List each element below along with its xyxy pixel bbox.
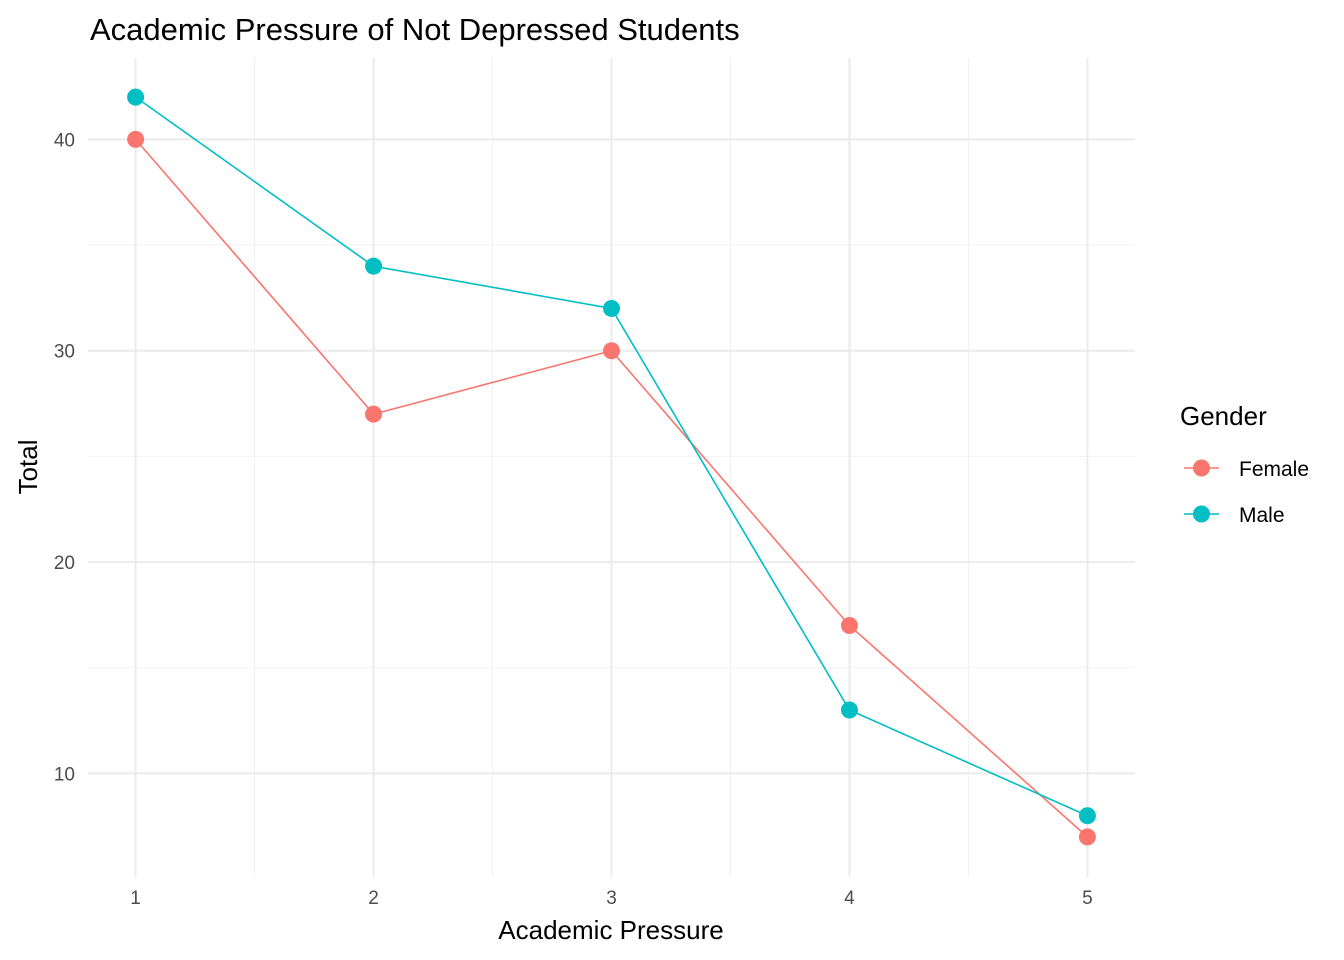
x-axis-title: Academic Pressure <box>498 915 723 945</box>
legend-item-male: Male <box>1184 504 1285 527</box>
data-point-male <box>1078 807 1096 825</box>
legend-items: Female Male <box>1184 458 1309 527</box>
series-layer <box>127 88 1096 846</box>
chart-title: Academic Pressure of Not Depressed Stude… <box>90 12 740 47</box>
y-axis-title: Total <box>13 440 43 495</box>
data-point-female <box>840 616 858 634</box>
y-tick-label: 20 <box>54 553 75 574</box>
x-tick-label: 3 <box>606 888 617 909</box>
x-tick-label: 5 <box>1082 888 1093 909</box>
y-tick-label: 10 <box>54 764 75 785</box>
x-tick-label: 2 <box>368 888 379 909</box>
data-point-male <box>365 257 383 275</box>
legend-label: Female <box>1239 458 1309 481</box>
legend: Gender Female Male <box>1180 401 1309 527</box>
data-point-male <box>840 701 858 719</box>
data-point-male <box>603 299 620 317</box>
legend-key-marker <box>1193 459 1210 477</box>
tick-labels: 1 2 3 4 5 10 20 30 40 <box>54 130 1093 909</box>
y-tick-label: 40 <box>54 130 75 151</box>
data-point-female <box>603 342 620 360</box>
data-point-female <box>127 130 145 148</box>
legend-item-female: Female <box>1184 458 1309 481</box>
legend-key-marker <box>1193 505 1210 523</box>
y-tick-label: 30 <box>54 342 75 363</box>
legend-label: Male <box>1239 504 1285 527</box>
data-point-male <box>127 88 145 106</box>
x-tick-label: 4 <box>844 888 855 909</box>
data-point-female <box>365 405 383 423</box>
data-point-female <box>1078 828 1096 846</box>
legend-title: Gender <box>1180 401 1267 431</box>
x-tick-label: 1 <box>130 888 141 909</box>
